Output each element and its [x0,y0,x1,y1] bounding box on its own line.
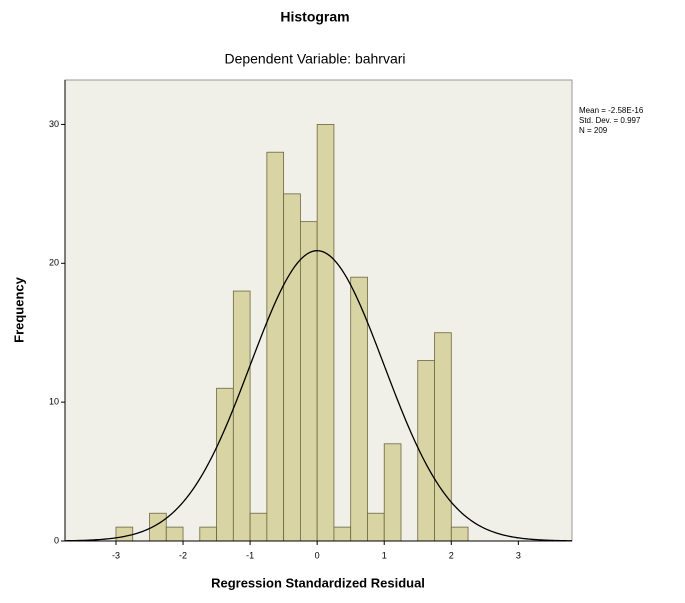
x-tick-label: 0 [315,550,320,560]
stat-mean: Mean = -2.58E-16 [579,106,644,115]
bar [216,387,234,542]
normal-curve [64,250,573,542]
chart-title: Histogram [280,9,349,25]
x-tick-label: -2 [179,550,187,560]
y-axis-label: Frequency [11,276,26,343]
bar [450,526,469,542]
bar [232,290,251,542]
bar [333,526,352,542]
stat-std-dev: Std. Dev. = 0.997 [579,116,641,125]
x-tick-label: -1 [246,550,254,560]
x-axis-label: Regression Standardized Residual [211,575,425,590]
x-tick-label: 1 [382,550,387,560]
bar [383,443,402,542]
y-tick-label: 30 [49,119,59,129]
bar [249,512,268,542]
bar [417,360,435,542]
y-tick-label: 0 [54,535,59,545]
y-tick-label: 10 [49,397,59,407]
bar [199,526,217,542]
bar [165,526,184,542]
x-tick-label: 3 [516,550,521,560]
bar [115,526,134,542]
bar [434,332,452,542]
chart-subtitle: Dependent Variable: bahrvari [224,51,405,67]
y-tick-label: 20 [49,258,59,268]
bar [266,151,285,542]
x-tick-label: -3 [112,550,120,560]
bar [316,124,335,542]
bar [299,221,318,542]
bar [283,193,301,542]
x-tick-label: 2 [449,550,454,560]
bar [367,512,385,542]
stat-n: N = 209 [579,126,608,135]
